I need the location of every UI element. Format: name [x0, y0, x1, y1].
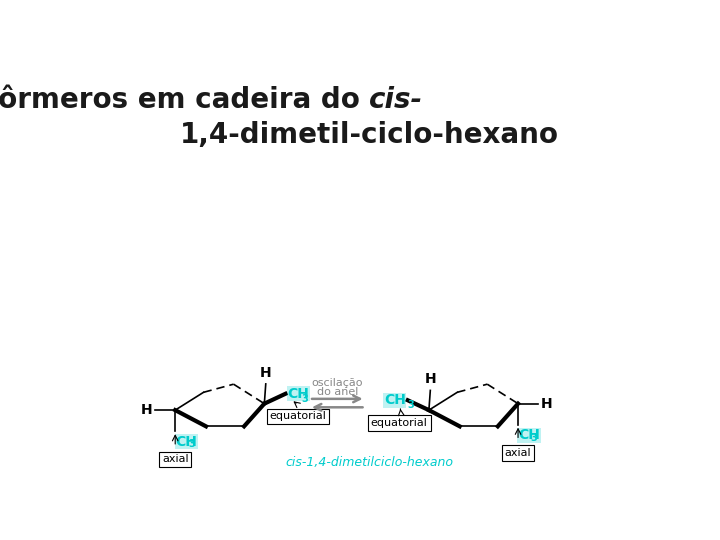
Text: CH: CH [175, 435, 197, 449]
Text: axial: axial [162, 455, 189, 464]
Text: 3: 3 [188, 439, 194, 449]
Text: cis-1,4-dimetilciclo-hexano: cis-1,4-dimetilciclo-hexano [285, 456, 453, 469]
Text: H: H [141, 403, 153, 417]
Text: CH: CH [518, 428, 540, 442]
Text: 3: 3 [407, 400, 414, 410]
Text: CH: CH [287, 387, 310, 401]
Text: do anel: do anel [317, 387, 358, 397]
Text: oscilação: oscilação [312, 379, 363, 388]
Text: 3: 3 [531, 433, 538, 443]
Text: CH: CH [384, 393, 405, 407]
Text: H: H [541, 397, 552, 410]
Text: axial: axial [505, 448, 531, 458]
Text: H: H [260, 366, 271, 380]
Text: H: H [425, 372, 436, 386]
Text: 1,4-dimetil-ciclo-hexano: 1,4-dimetil-ciclo-hexano [179, 122, 559, 149]
Text: cis-: cis- [369, 86, 423, 114]
Text: equatorial: equatorial [270, 411, 327, 421]
Text: Os confôrmeros em cadeira do: Os confôrmeros em cadeira do [0, 86, 369, 114]
Text: 3: 3 [301, 394, 307, 404]
Text: equatorial: equatorial [371, 418, 428, 428]
